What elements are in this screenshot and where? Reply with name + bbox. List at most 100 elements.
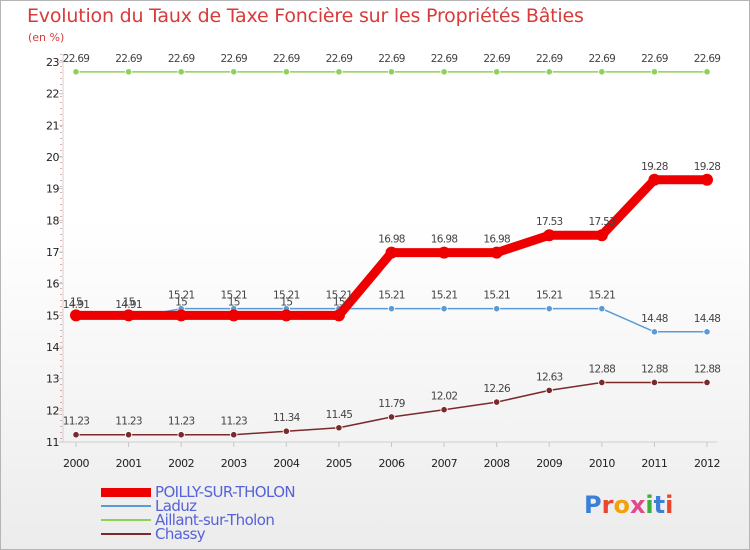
data-point-poilly-sur-tholon — [332, 309, 345, 322]
data-label-aillant-sur-tholon: 22.69 — [220, 53, 247, 65]
logo-letter: t — [653, 491, 666, 519]
data-point-chassy — [650, 378, 659, 387]
series-chassy — [72, 378, 711, 439]
data-label-aillant-sur-tholon: 22.69 — [378, 53, 405, 65]
data-point-chassy — [703, 378, 711, 387]
legend-label: Chassy — [155, 525, 206, 543]
data-point-aillant-sur-tholon — [650, 68, 659, 76]
logo-letter: r — [601, 491, 614, 519]
x-tick-label: 2010 — [589, 457, 615, 470]
data-point-aillant-sur-tholon — [493, 68, 501, 76]
y-tick-label: 13 — [46, 373, 59, 386]
y-tick-label: 20 — [46, 151, 59, 164]
data-label-poilly-sur-tholon: 16.98 — [431, 234, 458, 246]
data-point-poilly-sur-tholon — [280, 309, 293, 322]
data-label-poilly-sur-tholon: 15 — [333, 296, 345, 308]
data-point-poilly-sur-tholon — [701, 173, 713, 186]
data-point-chassy — [177, 431, 185, 439]
legend-item-chassy: Chassy — [101, 525, 295, 543]
data-label-chassy: 11.23 — [168, 416, 195, 428]
data-point-aillant-sur-tholon — [545, 68, 553, 76]
data-point-poilly-sur-tholon — [175, 309, 188, 322]
data-label-poilly-sur-tholon: 17.53 — [536, 216, 563, 228]
y-tick-label: 16 — [46, 278, 59, 291]
data-point-aillant-sur-tholon — [387, 68, 396, 76]
x-tick-label: 2001 — [116, 457, 142, 470]
data-label-aillant-sur-tholon: 22.69 — [273, 53, 300, 65]
data-label-laduz: 15.21 — [589, 290, 616, 302]
chart-legend: POILLY-SUR-THOLON Laduz Aillant-sur-Tholon… — [101, 483, 296, 543]
data-label-laduz: 15.21 — [431, 290, 458, 302]
data-label-laduz: 15.21 — [536, 290, 563, 302]
y-tick-label: 11 — [46, 436, 59, 449]
data-label-chassy: 11.79 — [378, 398, 405, 410]
legend-item-aillant-sur-tholon: Aillant-sur-Tholon — [101, 511, 295, 529]
y-unit-label: (en %) — [28, 31, 65, 44]
legend-item-poilly-sur-tholon: POILLY-SUR-THOLON — [101, 483, 296, 501]
x-tick-label: 2011 — [641, 457, 667, 470]
data-label-aillant-sur-tholon: 22.69 — [63, 53, 90, 65]
data-point-chassy — [387, 413, 396, 421]
legend-label: Aillant-sur-Tholon — [155, 511, 275, 529]
legend-label: Laduz — [155, 497, 197, 515]
legend-item-laduz: Laduz — [101, 497, 295, 515]
series-laduz — [72, 305, 711, 336]
y-tick-label: 18 — [46, 214, 59, 227]
data-label-aillant-sur-tholon: 22.69 — [326, 53, 353, 65]
series-aillant-sur-tholon — [72, 68, 711, 76]
data-point-poilly-sur-tholon — [543, 229, 556, 242]
data-label-aillant-sur-tholon: 22.69 — [483, 53, 510, 65]
y-tick-label: 15 — [46, 309, 59, 322]
logo-letter: o — [613, 491, 630, 519]
legend-swatch — [101, 505, 151, 507]
data-label-laduz: 15.21 — [220, 290, 247, 302]
x-tick-label: 2012 — [694, 457, 720, 470]
data-point-poilly-sur-tholon — [595, 229, 608, 242]
data-point-laduz — [440, 305, 448, 313]
data-point-chassy — [493, 398, 501, 406]
x-tick-label: 2005 — [326, 457, 352, 470]
y-tick-label: 19 — [46, 183, 59, 196]
data-point-chassy — [545, 386, 553, 394]
data-label-aillant-sur-tholon: 22.69 — [431, 53, 458, 65]
data-point-aillant-sur-tholon — [124, 68, 133, 76]
data-point-poilly-sur-tholon — [70, 309, 82, 322]
data-point-poilly-sur-tholon — [490, 246, 503, 259]
data-label-aillant-sur-tholon: 22.69 — [536, 53, 563, 65]
data-label-laduz: 14.91 — [115, 299, 142, 311]
logo-letter: i — [665, 491, 674, 519]
data-label-aillant-sur-tholon: 22.69 — [641, 53, 668, 65]
data-label-poilly-sur-tholon: 15 — [123, 296, 135, 308]
data-label-laduz: 14.48 — [694, 313, 721, 325]
data-label-laduz: 15.21 — [378, 290, 405, 302]
data-point-aillant-sur-tholon — [598, 68, 606, 76]
x-tick-label: 2003 — [221, 457, 247, 470]
data-point-chassy — [440, 406, 448, 414]
data-point-poilly-sur-tholon — [438, 246, 451, 259]
data-label-chassy: 11.23 — [115, 416, 142, 428]
y-tick-label: 23 — [46, 56, 59, 69]
data-point-chassy — [282, 427, 290, 435]
data-label-poilly-sur-tholon: 19.28 — [641, 161, 668, 173]
data-label-chassy: 12.26 — [483, 383, 511, 395]
y-tick-label: 22 — [46, 88, 59, 101]
series-poilly-sur-tholon — [70, 173, 713, 322]
data-label-poilly-sur-tholon: 15 — [175, 296, 187, 308]
data-label-chassy: 12.63 — [536, 371, 563, 383]
data-label-chassy: 12.88 — [589, 363, 616, 375]
x-tick-label: 2002 — [168, 457, 194, 470]
x-tick-label: 2004 — [273, 457, 299, 470]
data-label-chassy: 12.88 — [641, 363, 668, 375]
data-label-chassy: 11.45 — [326, 409, 353, 421]
y-tick-label: 21 — [46, 119, 59, 132]
data-label-poilly-sur-tholon: 17.53 — [589, 216, 616, 228]
data-point-chassy — [598, 378, 606, 387]
data-point-aillant-sur-tholon — [335, 68, 343, 76]
data-label-laduz: 15.21 — [326, 290, 353, 302]
data-label-aillant-sur-tholon: 22.69 — [168, 53, 195, 65]
x-tick-label: 2008 — [484, 457, 510, 470]
data-point-aillant-sur-tholon — [177, 68, 185, 76]
data-label-chassy: 11.34 — [273, 412, 301, 424]
